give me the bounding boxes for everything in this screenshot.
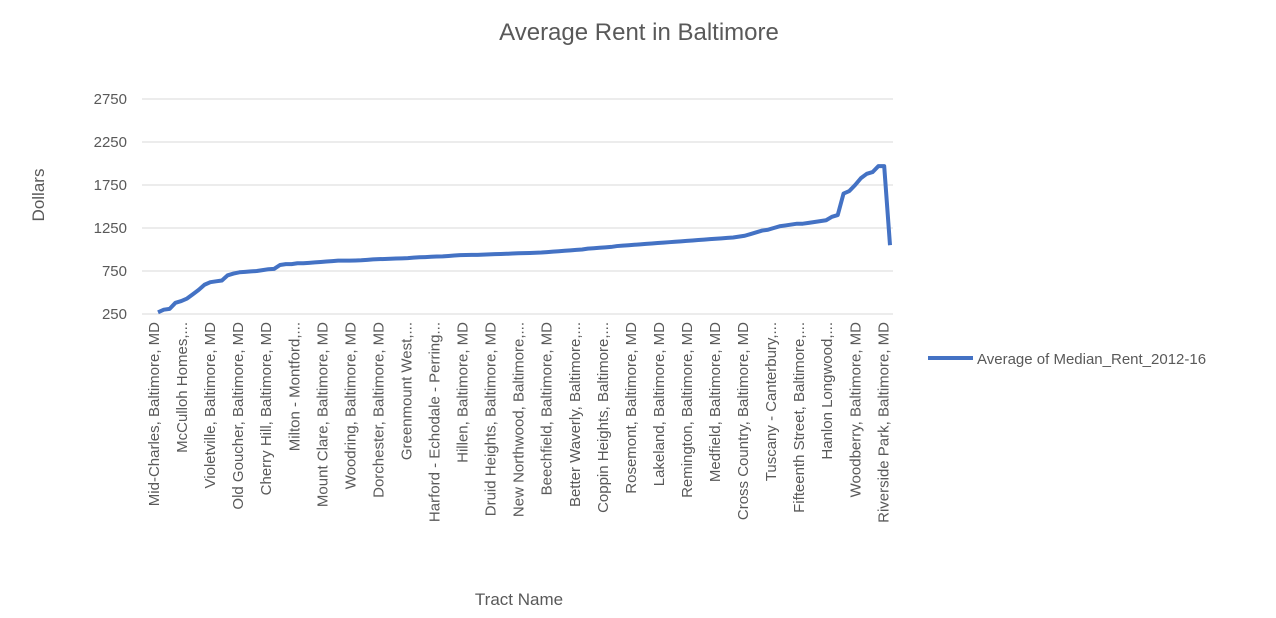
x-category-label: New Northwood, Baltimore,... (511, 322, 528, 517)
y-tick-label: 2250 (94, 134, 127, 151)
x-axis-title: Tract Name (475, 590, 563, 609)
x-category-label: Harford - Echodale - Perring... (427, 322, 444, 522)
x-axis-categories: Mid-Charles, Baltimore, MD McCulloh Homes… (146, 322, 892, 523)
x-category-label: Hanlon Longwood,... (819, 322, 836, 460)
x-category-label: Coppin Heights, Baltimore,... (595, 322, 612, 513)
x-category-label: Rosemont, Baltimore, MD (623, 322, 640, 494)
x-category-label: Mount Clare, Baltimore, MD (314, 322, 331, 507)
y-tick-label: 1750 (94, 177, 127, 194)
x-category-label: Medfield, Baltimore, MD (707, 322, 724, 482)
x-category-label: Greenmount West,... (398, 322, 415, 460)
x-category-label: Hillen, Baltimore, MD (455, 322, 472, 463)
x-category-label: Druid Heights, Baltimore, MD (483, 322, 500, 516)
chart-title: Average Rent in Baltimore (499, 19, 779, 46)
y-tick-label: 750 (102, 263, 127, 280)
x-category-label: Better Waverly, Baltimore,... (567, 322, 584, 507)
x-category-label: Cross Country, Baltimore, MD (735, 322, 752, 520)
x-category-label: Milton - Montford,... (286, 322, 303, 451)
gridlines (142, 98, 893, 272)
x-category-label: Old Goucher, Baltimore, MD (230, 322, 247, 510)
legend: Average of Median_Rent_2012-16 (928, 351, 1206, 368)
x-category-label: Fifteenth Street, Baltimore,... (791, 322, 808, 513)
x-category-label: Woodberry, Baltimore, MD (847, 322, 864, 497)
legend-label: Average of Median_Rent_2012-16 (977, 351, 1206, 368)
series-line (157, 164, 892, 315)
y-tick-label: 250 (102, 306, 127, 323)
x-category-label: Remington, Baltimore, MD (679, 322, 696, 498)
x-category-label: Cherry Hill, Baltimore, MD (258, 322, 275, 496)
y-axis-ticks: 250 750 1250 1750 2250 2750 (94, 91, 127, 323)
x-category-label: Beechfield, Baltimore, MD (539, 322, 556, 496)
x-category-label: Tuscany - Canterbury,... (763, 322, 780, 481)
y-tick-label: 2750 (94, 91, 127, 108)
x-category-label: Riverside Park, Baltimore, MD (875, 322, 892, 523)
x-category-label: McCulloh Homes,... (174, 322, 191, 453)
x-category-label: Violetville, Baltimore, MD (202, 322, 219, 489)
x-category-label: Mid-Charles, Baltimore, MD (146, 322, 163, 506)
series-group (157, 164, 892, 315)
x-category-label: Lakeland, Baltimore, MD (651, 322, 668, 486)
y-tick-label: 1250 (94, 220, 127, 237)
y-axis-title: Dollars (29, 169, 48, 222)
x-category-label: Dorchester, Baltimore, MD (370, 322, 387, 498)
x-category-label: Woodring, Baltimore, MD (342, 322, 359, 489)
